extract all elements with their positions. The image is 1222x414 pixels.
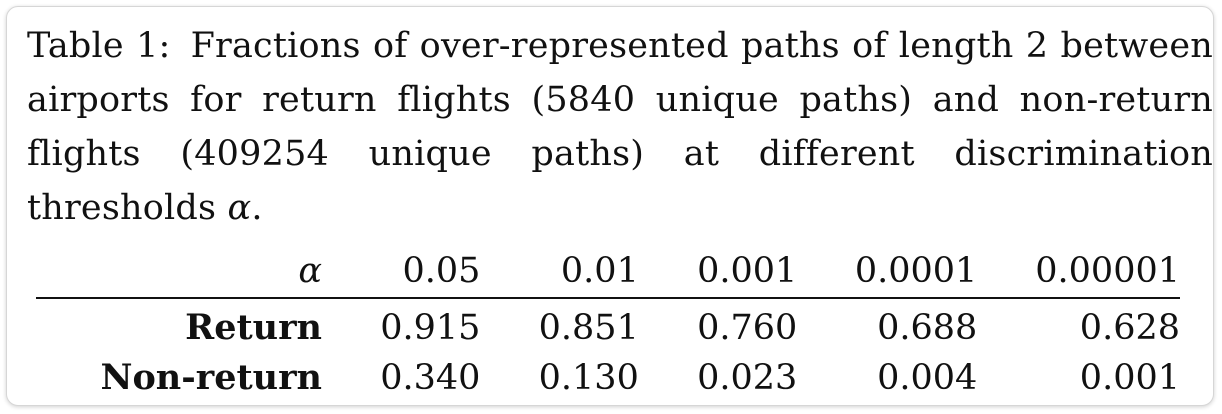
- results-table: α 0.05 0.01 0.001 0.0001 0.00001 Return …: [36, 245, 1180, 403]
- header-threshold-5: 0.00001: [977, 245, 1180, 299]
- row-label-return: Return: [185, 307, 322, 348]
- header-threshold-1: 0.05: [322, 245, 481, 299]
- table-cell: 0.760: [697, 308, 798, 348]
- table-caption: Table 1: Fractions of over-represented pa…: [27, 19, 1213, 235]
- header-threshold-3: 0.001: [638, 245, 798, 299]
- header-threshold-2: 0.01: [480, 245, 639, 299]
- table-cell: 0.001: [1079, 358, 1180, 398]
- table-cell: 0.130: [538, 358, 639, 398]
- table-row-return: Return 0.915 0.851 0.760 0.688 0.628: [36, 298, 1180, 353]
- table-header-row: α 0.05 0.01 0.001 0.0001 0.00001: [36, 245, 1180, 299]
- caption-text: Fractions of over-represented paths of l…: [27, 26, 1214, 228]
- table-cell: 0.340: [380, 358, 481, 398]
- table-row-non-return: Non-return 0.340 0.130 0.023 0.004 0.001: [36, 353, 1180, 403]
- table-cell: 0.851: [538, 308, 639, 348]
- table-cell: 0.004: [877, 358, 978, 398]
- table-frame: Table 1: Fractions of over-represented pa…: [6, 6, 1214, 406]
- caption-label: Table 1:: [27, 26, 171, 66]
- table-cell: 0.023: [697, 358, 798, 398]
- header-alpha: α: [36, 245, 322, 299]
- caption-period: .: [251, 188, 263, 228]
- row-label-non-return: Non-return: [100, 357, 322, 398]
- table-cell: 0.628: [1079, 308, 1180, 348]
- table-cell: 0.688: [877, 308, 978, 348]
- table-cell: 0.915: [380, 308, 481, 348]
- caption-alpha-symbol: α: [227, 188, 252, 228]
- header-threshold-4: 0.0001: [797, 245, 978, 299]
